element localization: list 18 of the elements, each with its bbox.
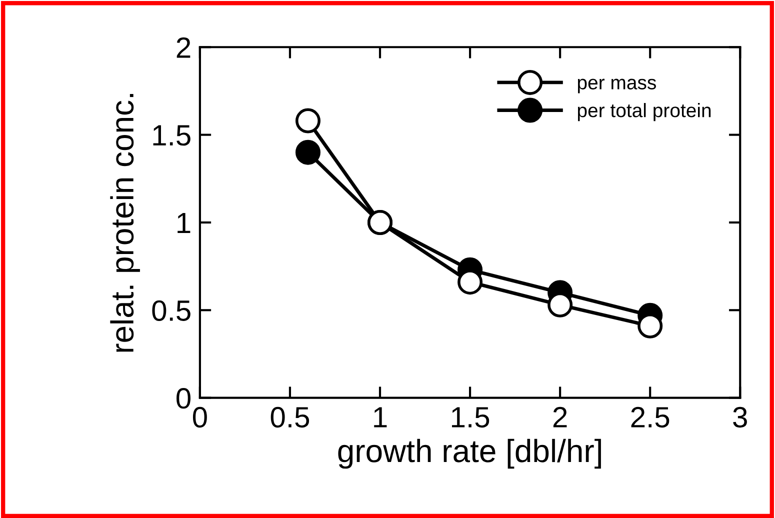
y-tick-label: 1 <box>178 212 190 234</box>
y-tick-label: 0 <box>176 388 190 409</box>
point <box>295 108 320 134</box>
x-tick-label: 3 <box>733 406 747 428</box>
legend-label: per total protein <box>578 103 711 122</box>
x-tick-label: 0.5 <box>270 406 310 428</box>
x-tick-label: 0 <box>192 406 207 428</box>
y-tick-label: 2 <box>176 37 190 58</box>
y-axis-title: relat. protein conc. <box>110 94 140 352</box>
x-tick-label: 1.5 <box>452 407 490 428</box>
x-tick-label: 1 <box>374 407 387 428</box>
y-tick-label: 1.5 <box>153 125 190 146</box>
x-axis-title: growth rate [dbl/hr] <box>338 438 601 469</box>
x-tick-label: 2.5 <box>631 406 670 428</box>
legend-label: per mass <box>578 78 656 94</box>
y-tick-label: 0.5 <box>152 300 190 322</box>
point <box>295 140 320 165</box>
x-tick-label: 2 <box>553 406 567 428</box>
